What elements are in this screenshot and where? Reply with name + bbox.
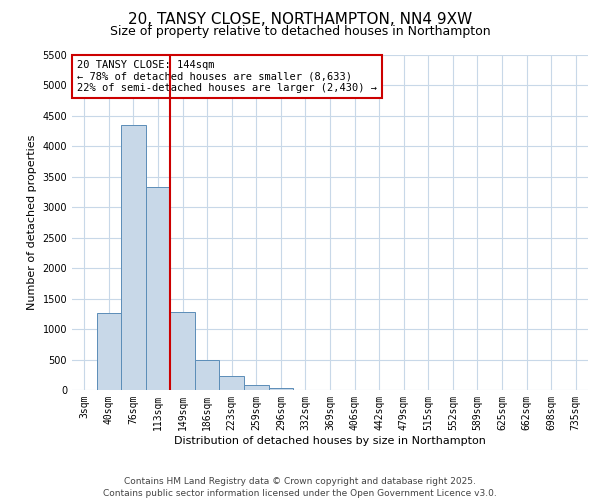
Text: Size of property relative to detached houses in Northampton: Size of property relative to detached ho… <box>110 25 490 38</box>
Y-axis label: Number of detached properties: Number of detached properties <box>27 135 37 310</box>
Bar <box>170 312 195 390</box>
Bar <box>146 187 170 390</box>
Bar <box>244 385 269 390</box>
Bar <box>195 360 220 390</box>
Bar <box>97 312 121 390</box>
X-axis label: Distribution of detached houses by size in Northampton: Distribution of detached houses by size … <box>174 436 486 446</box>
Bar <box>269 388 293 390</box>
Bar <box>121 125 146 390</box>
Text: Contains HM Land Registry data © Crown copyright and database right 2025.
Contai: Contains HM Land Registry data © Crown c… <box>103 476 497 498</box>
Text: 20 TANSY CLOSE: 144sqm
← 78% of detached houses are smaller (8,633)
22% of semi-: 20 TANSY CLOSE: 144sqm ← 78% of detached… <box>77 60 377 93</box>
Text: 20, TANSY CLOSE, NORTHAMPTON, NN4 9XW: 20, TANSY CLOSE, NORTHAMPTON, NN4 9XW <box>128 12 472 28</box>
Bar <box>220 376 244 390</box>
